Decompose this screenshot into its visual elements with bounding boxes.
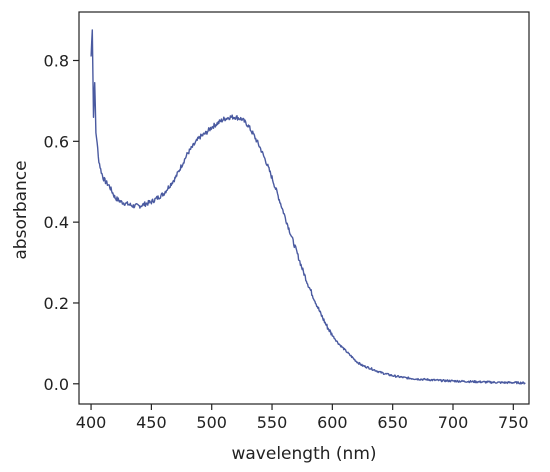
y-axis-ticks: 0.0 0.2 0.4 0.6 0.8 <box>44 51 79 394</box>
x-tick-label: 450 <box>136 413 167 432</box>
x-axis-ticks: 400 450 500 550 600 650 700 750 <box>76 404 529 432</box>
x-tick-label: 650 <box>377 413 408 432</box>
x-tick-label: 550 <box>257 413 288 432</box>
absorbance-series-line <box>90 29 526 385</box>
x-tick-label: 600 <box>317 413 348 432</box>
plot-frame <box>78 11 530 405</box>
y-tick-label: 0.6 <box>44 132 69 151</box>
x-tick-label: 400 <box>76 413 107 432</box>
x-tick-label: 700 <box>438 413 469 432</box>
y-tick-label: 0.0 <box>44 375 69 394</box>
y-tick-label: 0.8 <box>44 51 69 70</box>
plot-area <box>90 29 526 385</box>
y-axis-label: absorbance <box>11 160 31 259</box>
y-tick-label: 0.4 <box>44 213 69 232</box>
y-tick-label: 0.2 <box>44 294 69 313</box>
x-tick-label: 750 <box>498 413 529 432</box>
x-axis-label: wavelength (nm) <box>231 444 376 464</box>
x-tick-label: 500 <box>196 413 227 432</box>
